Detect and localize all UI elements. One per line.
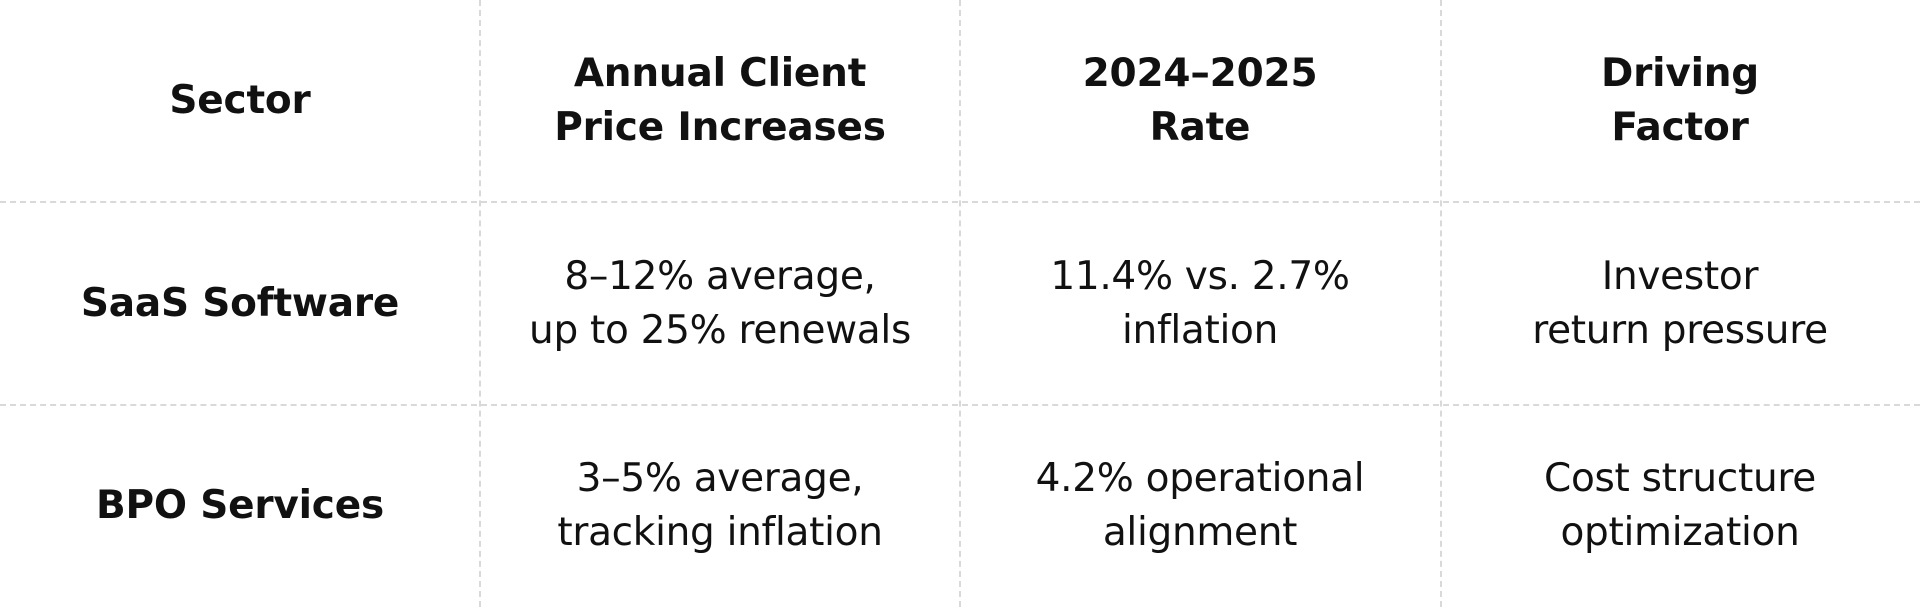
table-cell-bpo-rate: 4.2% operational alignment xyxy=(960,405,1440,607)
factor-value: Investor return pressure xyxy=(1532,253,1828,353)
column-divider xyxy=(479,0,481,607)
row-divider xyxy=(0,201,1920,203)
table-row-bpo-sector: BPO Services xyxy=(0,405,480,607)
header-sector-label: Sector xyxy=(169,78,311,123)
factor-value: Cost structure optimization xyxy=(1544,456,1816,555)
table-cell-saas-rate: 11.4% vs. 2.7% inflation xyxy=(960,202,1440,405)
header-annual-price-increases: Annual Client Price Increases xyxy=(480,0,960,202)
table-cell-saas-increases: 8–12% average, up to 25% renewals xyxy=(480,202,960,405)
header-driving-factor-label: Driving Factor xyxy=(1600,51,1760,150)
rate-value: 4.2% operational alignment xyxy=(1035,456,1365,555)
row-divider xyxy=(0,404,1920,406)
header-rate-label: 2024–2025 Rate xyxy=(1082,51,1318,150)
table-row-saas-sector: SaaS Software xyxy=(0,202,480,405)
column-divider xyxy=(959,0,961,607)
table-cell-bpo-increases: 3–5% average, tracking inflation xyxy=(480,405,960,607)
header-rate: 2024–2025 Rate xyxy=(960,0,1440,202)
header-annual-price-increases-label: Annual Client Price Increases xyxy=(554,51,886,150)
rate-value: 11.4% vs. 2.7% inflation xyxy=(1050,253,1350,353)
header-driving-factor: Driving Factor xyxy=(1440,0,1920,202)
table-cell-bpo-factor: Cost structure optimization xyxy=(1440,405,1920,607)
sector-label: BPO Services xyxy=(96,483,384,528)
column-divider xyxy=(1440,0,1442,607)
table-cell-saas-factor: Investor return pressure xyxy=(1440,202,1920,405)
header-sector: Sector xyxy=(0,0,480,202)
increases-value: 8–12% average, up to 25% renewals xyxy=(529,253,911,353)
sector-label: SaaS Software xyxy=(80,280,400,326)
increases-value: 3–5% average, tracking inflation xyxy=(557,456,883,555)
